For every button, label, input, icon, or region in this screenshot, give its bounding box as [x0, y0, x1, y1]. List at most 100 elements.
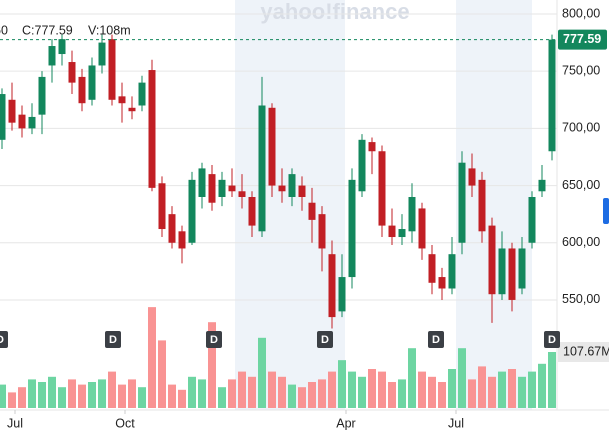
candle-body [358, 139, 366, 192]
candle-body [538, 179, 546, 192]
candle-body [168, 214, 176, 243]
volume-bar [118, 384, 126, 408]
candle-body [338, 277, 346, 312]
candle-body [248, 197, 256, 226]
candle-body [548, 39, 556, 152]
event-marker [428, 331, 444, 348]
header-text: C:777.59 [22, 23, 73, 37]
candle-body [208, 174, 216, 203]
volume-bar [518, 376, 526, 408]
candle-body [488, 225, 496, 295]
candle-body [518, 248, 526, 289]
candle-body [118, 96, 126, 104]
volume-bar [258, 337, 266, 408]
last-price-box [558, 29, 607, 50]
candle-body [448, 254, 456, 289]
candle-body [128, 107, 136, 112]
candle-body [188, 179, 196, 243]
candle-body [158, 183, 166, 230]
side-handle[interactable] [603, 198, 609, 224]
volume-bar [208, 322, 216, 408]
candle-body [258, 105, 266, 232]
volume-bar [0, 384, 6, 408]
volume-bar [148, 307, 156, 408]
volume-bar [398, 379, 406, 408]
volume-bar [428, 376, 436, 408]
candle-body [238, 191, 246, 198]
volume-bar [268, 371, 276, 408]
candle-body [218, 179, 226, 198]
candle-body [8, 99, 16, 123]
x-tick-label: Apr [336, 416, 355, 430]
candle-body [58, 39, 66, 55]
y-tick-label: 700,00 [562, 121, 600, 135]
event-label: D [109, 334, 117, 346]
x-tick-label: Jul [448, 416, 464, 430]
volume-bar [28, 379, 36, 408]
candle-body [368, 142, 376, 152]
volume-bar [198, 379, 206, 408]
candle-body [138, 82, 146, 106]
candle-body [348, 179, 356, 278]
y-tick-label: 600,00 [562, 235, 600, 249]
event-label: D [321, 334, 329, 346]
candle-body [328, 254, 336, 318]
event-label: D [548, 334, 556, 346]
candle-body [108, 39, 116, 100]
volume-bar [98, 379, 106, 408]
volume-bar [108, 371, 116, 408]
volume-bar [438, 382, 446, 408]
candle-body [88, 65, 96, 100]
candle-body [288, 174, 296, 198]
candle-body [498, 248, 506, 295]
candle-body [398, 229, 406, 238]
candle-body [98, 42, 106, 66]
y-tick-label: 750,00 [562, 63, 600, 77]
candle-body [478, 179, 486, 232]
event-marker [544, 331, 560, 348]
candle-body [18, 114, 26, 129]
volume-bar [18, 387, 26, 408]
volume-bar [498, 371, 506, 408]
candle-body [388, 225, 396, 238]
volume-bar [218, 387, 226, 408]
volume-bar [408, 348, 416, 408]
candle-body [508, 248, 516, 300]
volume-bar [48, 376, 56, 408]
candle-body [468, 168, 476, 186]
y-tick-label: 650,00 [562, 178, 600, 192]
volume-bar [278, 376, 286, 408]
header-text: 60 [0, 23, 8, 37]
volume-bar [68, 379, 76, 408]
candle-body [78, 76, 86, 104]
volume-bar [418, 371, 426, 408]
volume-bar [138, 387, 146, 408]
volume-bar [548, 352, 556, 408]
event-label: D [0, 334, 4, 346]
volume-bar [388, 382, 396, 408]
volume-bar [228, 379, 236, 408]
volume-bar [528, 371, 536, 408]
volume-bar [358, 376, 366, 408]
volume-bar [318, 379, 326, 408]
session-shade [456, 0, 532, 410]
volume-bar [188, 376, 196, 408]
candle-body [378, 151, 386, 226]
candle-body [418, 208, 426, 249]
volume-bar [88, 382, 96, 408]
candle-body [228, 185, 236, 192]
volume-bar [298, 387, 306, 408]
candle-body [428, 254, 436, 283]
volume-label-box [558, 342, 609, 363]
candle-body [178, 231, 186, 249]
candle-body [48, 46, 56, 66]
candle-body [278, 185, 286, 192]
y-tick-label: 800,00 [562, 6, 600, 20]
volume-bar [38, 382, 46, 408]
volume-bar [128, 379, 136, 408]
event-marker [0, 331, 8, 348]
header-text: V:108m [88, 23, 131, 37]
volume-bar [368, 369, 376, 408]
event-label: D [432, 334, 440, 346]
candle-body [0, 94, 6, 140]
